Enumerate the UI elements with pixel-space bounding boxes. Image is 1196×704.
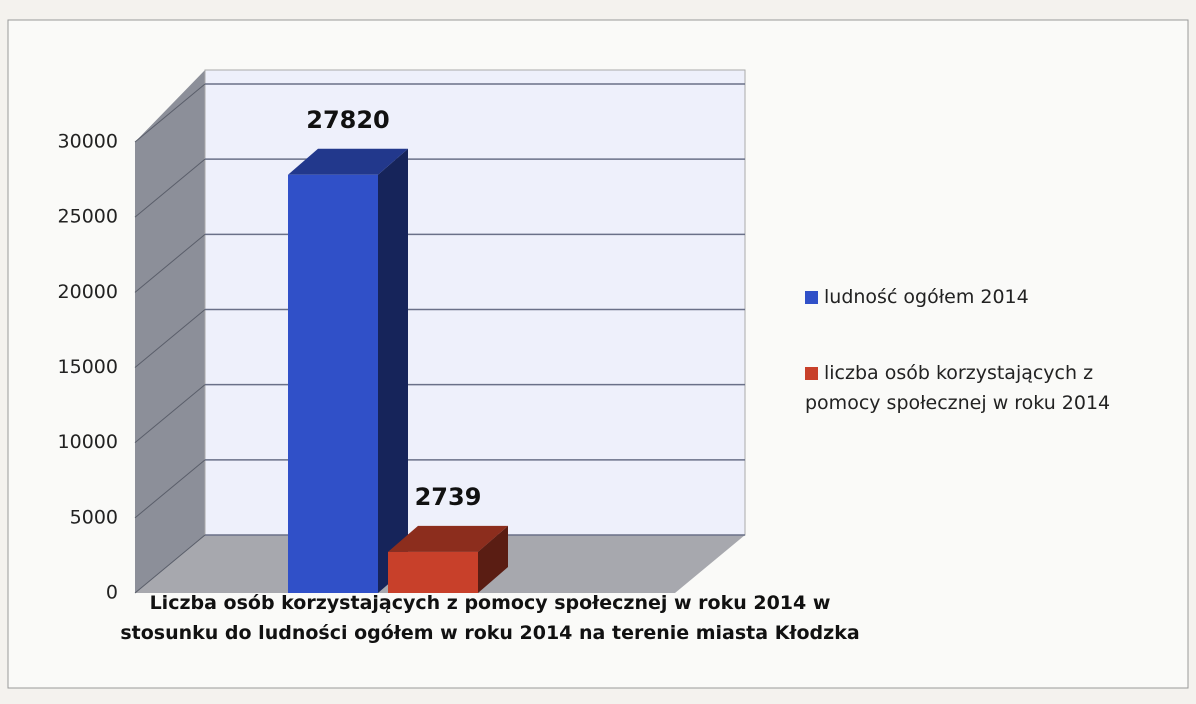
grid-line <box>134 459 206 519</box>
legend-text: liczba osób korzystających z pomocy społ… <box>805 362 1111 414</box>
legend-entry: liczba osób korzystających z pomocy społ… <box>805 358 1165 418</box>
y-tick-label: 20000 <box>58 281 118 303</box>
grid-line <box>134 83 206 143</box>
category-label: Liczba osób korzystających z pomocy społ… <box>120 592 860 644</box>
grid-line <box>134 384 206 444</box>
bar-face <box>288 148 408 175</box>
bar <box>388 525 508 593</box>
legend-swatch <box>805 291 818 304</box>
legend-text: ludność ogółem 2014 <box>824 286 1029 308</box>
grid-line <box>134 233 206 293</box>
y-tick-label: 10000 <box>58 431 118 453</box>
value-label: 27820 <box>306 106 390 134</box>
back-wall <box>204 69 746 536</box>
legend-swatch <box>805 367 818 380</box>
y-tick-label: 5000 <box>70 506 118 528</box>
value-label: 2739 <box>415 483 482 511</box>
y-tick-label: 30000 <box>58 131 118 153</box>
y-tick-label: 0 <box>106 582 118 604</box>
bar-face <box>388 551 478 593</box>
left-wall <box>135 70 205 593</box>
bar <box>288 148 408 594</box>
grid-line <box>134 534 206 594</box>
y-tick-label: 15000 <box>58 356 118 378</box>
bar-face <box>288 174 378 594</box>
grid-line <box>134 158 206 218</box>
bar-face <box>378 148 408 594</box>
bar-face <box>388 525 508 552</box>
legend-entry: ludność ogółem 2014 <box>805 282 1165 312</box>
y-tick-label: 25000 <box>58 206 118 228</box>
grid-line <box>134 309 206 368</box>
bar-face <box>478 525 508 593</box>
